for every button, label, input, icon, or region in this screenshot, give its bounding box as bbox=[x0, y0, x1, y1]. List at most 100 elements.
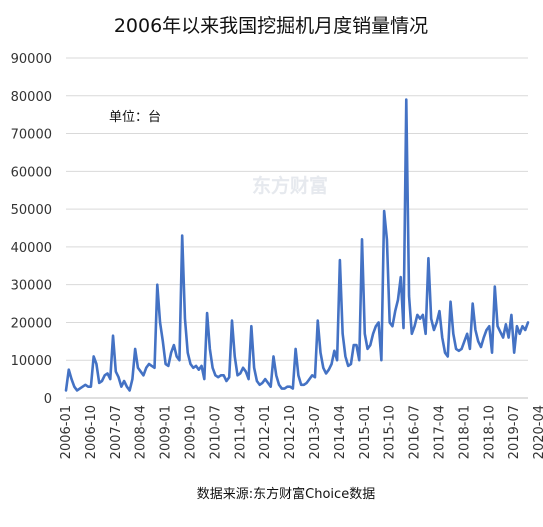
data-point bbox=[162, 340, 164, 342]
data-point bbox=[358, 359, 360, 361]
data-point bbox=[519, 333, 521, 335]
data-point bbox=[408, 295, 410, 297]
data-point bbox=[521, 325, 523, 327]
data-point bbox=[452, 333, 454, 335]
data-point bbox=[463, 340, 465, 342]
data-point bbox=[131, 378, 133, 380]
data-point bbox=[391, 325, 393, 327]
x-tick-label: 2017-04 bbox=[432, 405, 447, 459]
data-point bbox=[278, 384, 280, 386]
data-point bbox=[513, 352, 515, 354]
data-point bbox=[320, 352, 322, 354]
data-point bbox=[79, 388, 81, 390]
watermark-text: 东方财富 bbox=[252, 174, 328, 197]
x-tick-label: 2014-04 bbox=[333, 405, 348, 459]
data-point bbox=[148, 363, 150, 365]
data-point bbox=[347, 365, 349, 367]
data-point bbox=[510, 314, 512, 316]
data-point bbox=[369, 344, 371, 346]
data-point bbox=[436, 321, 438, 323]
data-point bbox=[372, 333, 374, 335]
data-point bbox=[267, 382, 269, 384]
data-point bbox=[253, 367, 255, 369]
data-point bbox=[173, 344, 175, 346]
data-point bbox=[497, 325, 499, 327]
data-point bbox=[156, 284, 158, 286]
data-point bbox=[469, 348, 471, 350]
data-point bbox=[516, 325, 518, 327]
data-point bbox=[425, 333, 427, 335]
data-point bbox=[234, 355, 236, 357]
data-point bbox=[444, 352, 446, 354]
x-tick-label: 2009-01 bbox=[159, 405, 174, 459]
data-point bbox=[76, 389, 78, 391]
data-point bbox=[414, 325, 416, 327]
y-tick-label: 20000 bbox=[11, 316, 52, 331]
data-point bbox=[508, 337, 510, 339]
data-point bbox=[198, 369, 200, 371]
data-point bbox=[250, 325, 252, 327]
data-point bbox=[68, 369, 70, 371]
data-point bbox=[317, 320, 319, 322]
data-point bbox=[256, 380, 258, 382]
data-point bbox=[322, 367, 324, 369]
data-point bbox=[159, 321, 161, 323]
data-point bbox=[93, 355, 95, 357]
gridlines bbox=[66, 57, 528, 399]
data-point bbox=[223, 374, 225, 376]
series-line bbox=[64, 98, 530, 392]
data-point bbox=[176, 355, 178, 357]
unit-note: 单位：台 bbox=[109, 110, 161, 125]
data-point bbox=[292, 388, 294, 390]
data-point bbox=[107, 372, 109, 374]
data-point bbox=[461, 348, 463, 350]
data-point bbox=[120, 386, 122, 388]
data-point bbox=[82, 386, 84, 388]
data-point bbox=[483, 337, 485, 339]
data-point bbox=[295, 348, 297, 350]
data-point bbox=[90, 386, 92, 388]
data-point bbox=[237, 374, 239, 376]
data-point bbox=[261, 382, 263, 384]
data-point bbox=[433, 329, 435, 331]
y-tick-label: 60000 bbox=[11, 165, 52, 180]
data-point bbox=[328, 369, 330, 371]
data-point bbox=[264, 378, 266, 380]
data-point bbox=[350, 363, 352, 365]
data-point bbox=[225, 380, 227, 382]
x-tick-label: 2010-07 bbox=[208, 405, 223, 459]
data-point bbox=[502, 337, 504, 339]
data-point bbox=[73, 386, 75, 388]
data-point bbox=[181, 235, 183, 237]
data-point bbox=[389, 321, 391, 323]
data-point bbox=[422, 314, 424, 316]
data-point bbox=[477, 340, 479, 342]
data-point bbox=[239, 372, 241, 374]
x-tick-label: 2018-10 bbox=[482, 405, 497, 459]
data-point bbox=[308, 378, 310, 380]
data-point bbox=[403, 327, 405, 329]
data-point bbox=[450, 301, 452, 303]
data-point bbox=[248, 378, 250, 380]
data-point bbox=[419, 318, 421, 320]
data-point bbox=[192, 367, 194, 369]
data-point bbox=[209, 348, 211, 350]
data-point bbox=[220, 374, 222, 376]
data-point bbox=[259, 384, 261, 386]
data-point bbox=[397, 299, 399, 301]
data-point bbox=[286, 386, 288, 388]
data-point bbox=[187, 352, 189, 354]
y-tick-label: 30000 bbox=[11, 279, 52, 294]
data-point bbox=[178, 359, 180, 361]
data-point bbox=[65, 389, 67, 391]
data-point bbox=[505, 323, 507, 325]
data-point bbox=[123, 380, 125, 382]
data-point bbox=[474, 329, 476, 331]
source-note: 数据来源:东方财富Choice数据 bbox=[197, 486, 375, 502]
data-point bbox=[527, 321, 529, 323]
data-point bbox=[189, 363, 191, 365]
x-tick-label: 2009-10 bbox=[183, 405, 198, 459]
data-point bbox=[480, 346, 482, 348]
data-point bbox=[524, 329, 526, 331]
